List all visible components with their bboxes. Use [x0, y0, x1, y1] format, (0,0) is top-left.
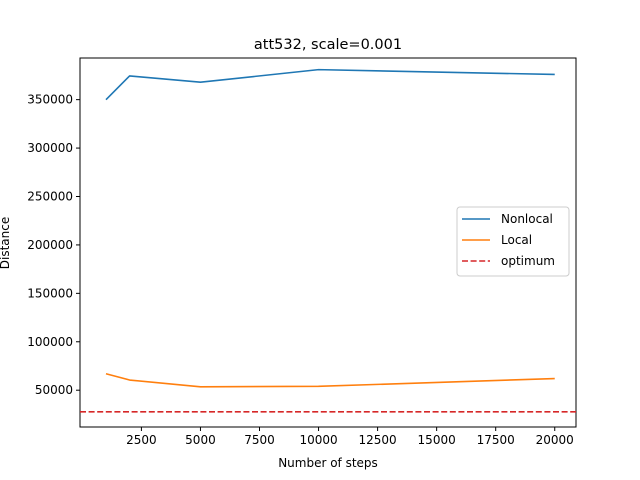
legend-label-nonlocal: Nonlocal — [501, 212, 553, 226]
chart-title: att532, scale=0.001 — [254, 37, 402, 53]
y-axis-label: Distance — [0, 217, 12, 269]
x-tick-label: 17500 — [477, 433, 515, 447]
y-tick-label: 100000 — [27, 335, 73, 349]
x-axis: 2500 5000 7500 10000 12500 15000 17500 20000 — [126, 427, 574, 447]
plot-area-frame — [79, 57, 577, 428]
x-tick-label: 2500 — [126, 433, 157, 447]
series-layer — [80, 68, 576, 413]
x-tick-label: 20000 — [536, 433, 574, 447]
y-tick-label: 300000 — [27, 141, 73, 155]
y-tick-label: 150000 — [27, 286, 73, 300]
y-axis: 50000 100000 150000 200000 250000 300000 35000… — [27, 93, 80, 397]
legend-label-local: Local — [501, 233, 532, 247]
x-tick-label: 12500 — [359, 433, 397, 447]
y-tick-label: 350000 — [27, 93, 73, 107]
y-tick-label: 50000 — [35, 383, 73, 397]
x-tick-label: 10000 — [299, 433, 337, 447]
legend-label-optimum: optimum — [501, 254, 555, 268]
legend: Nonlocal Local optimum — [456, 206, 570, 277]
x-tick-label: 7500 — [244, 433, 275, 447]
x-axis-label: Number of steps — [278, 456, 378, 470]
series-line-nonlocal — [105, 68, 555, 101]
x-tick-label: 15000 — [418, 433, 456, 447]
legend-frame — [456, 206, 570, 277]
series-line-local — [105, 372, 555, 388]
y-tick-label: 200000 — [27, 238, 73, 252]
y-tick-label: 250000 — [27, 189, 73, 203]
x-tick-label: 5000 — [185, 433, 216, 447]
